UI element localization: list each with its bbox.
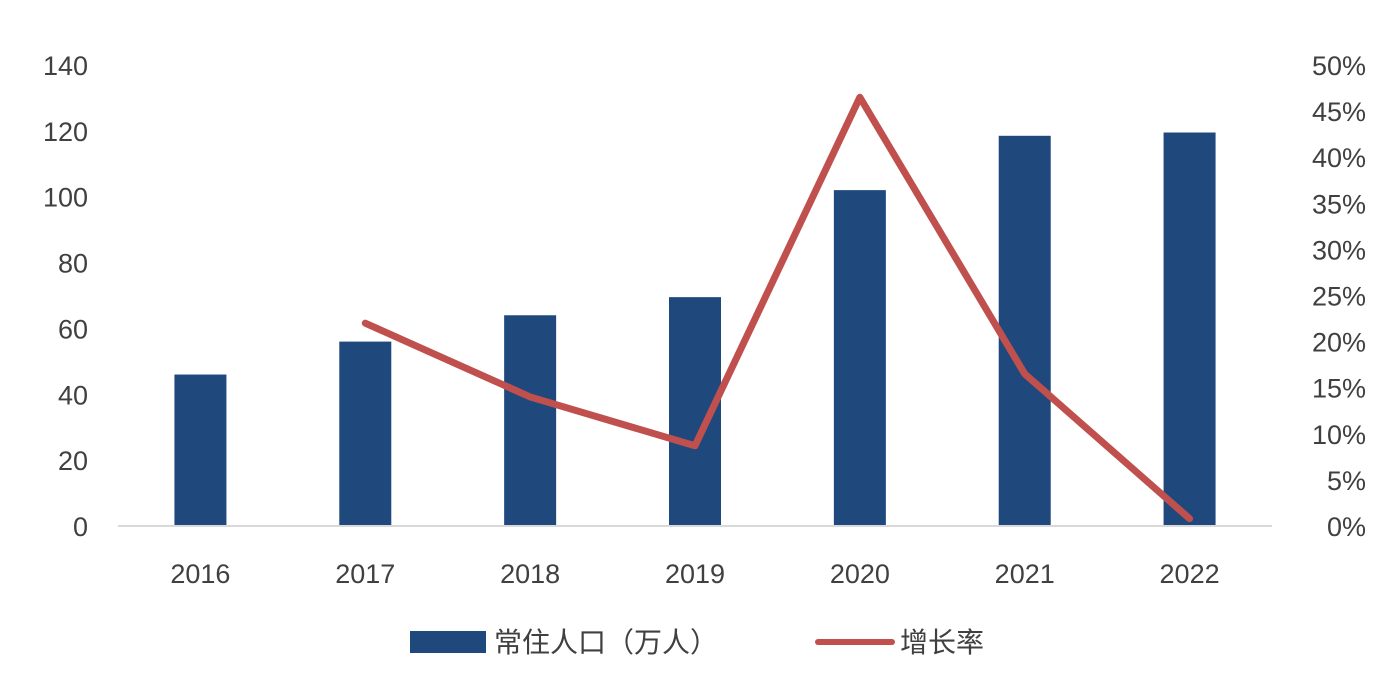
right-tick-label: 25% [1312,282,1366,312]
right-tick-label: 15% [1312,374,1366,404]
x-tick-label: 2022 [1160,559,1220,589]
right-tick-label: 5% [1327,466,1366,496]
right-tick-label: 0% [1327,512,1366,542]
right-tick-label: 10% [1312,420,1366,450]
left-tick-label: 20 [58,446,88,476]
x-tick-label: 2019 [665,559,725,589]
left-tick-label: 120 [43,117,88,147]
left-tick-label: 0 [73,512,88,542]
right-tick-label: 50% [1312,51,1366,81]
x-tick-label: 2020 [830,559,890,589]
right-tick-label: 40% [1312,143,1366,173]
growth-rate-line [361,93,1194,523]
left-tick-label: 100 [43,183,88,213]
left-tick-label: 40 [58,380,88,410]
bar-2016 [174,374,227,526]
x-tick-label: 2017 [335,559,395,589]
bar-series [174,132,1216,526]
bar-2017 [339,341,392,526]
legend-bar-label: 常住人口（万人） [494,626,718,659]
bar-2021 [998,135,1051,526]
legend-line-label: 增长率 [900,626,984,659]
left-tick-label: 140 [43,51,88,81]
x-tick-label: 2021 [995,559,1055,589]
right-tick-label: 30% [1312,235,1366,265]
right-tick-label: 20% [1312,328,1366,358]
x-tick-label: 2016 [170,559,230,589]
right-tick-label: 45% [1312,97,1366,127]
legend: 常住人口（万人） 增长率 [410,626,984,659]
right-axis-ticks: 0% 5% 10% 15% 20% 25% 30% 35% 40% 45% 50% [1312,51,1366,542]
x-axis-ticks: 2016 2017 2018 2019 2020 2021 2022 [170,559,1219,589]
bar-2022 [1163,132,1216,526]
left-tick-label: 60 [58,314,88,344]
right-tick-label: 35% [1312,189,1366,219]
x-tick-label: 2018 [500,559,560,589]
left-axis-ticks: 0 20 40 60 80 100 120 140 [43,51,88,542]
legend-bar-swatch [410,631,486,653]
left-tick-label: 80 [58,249,88,279]
growth-rate-series [361,93,1194,523]
bar-2018 [504,315,557,526]
bar-2020 [833,190,886,526]
